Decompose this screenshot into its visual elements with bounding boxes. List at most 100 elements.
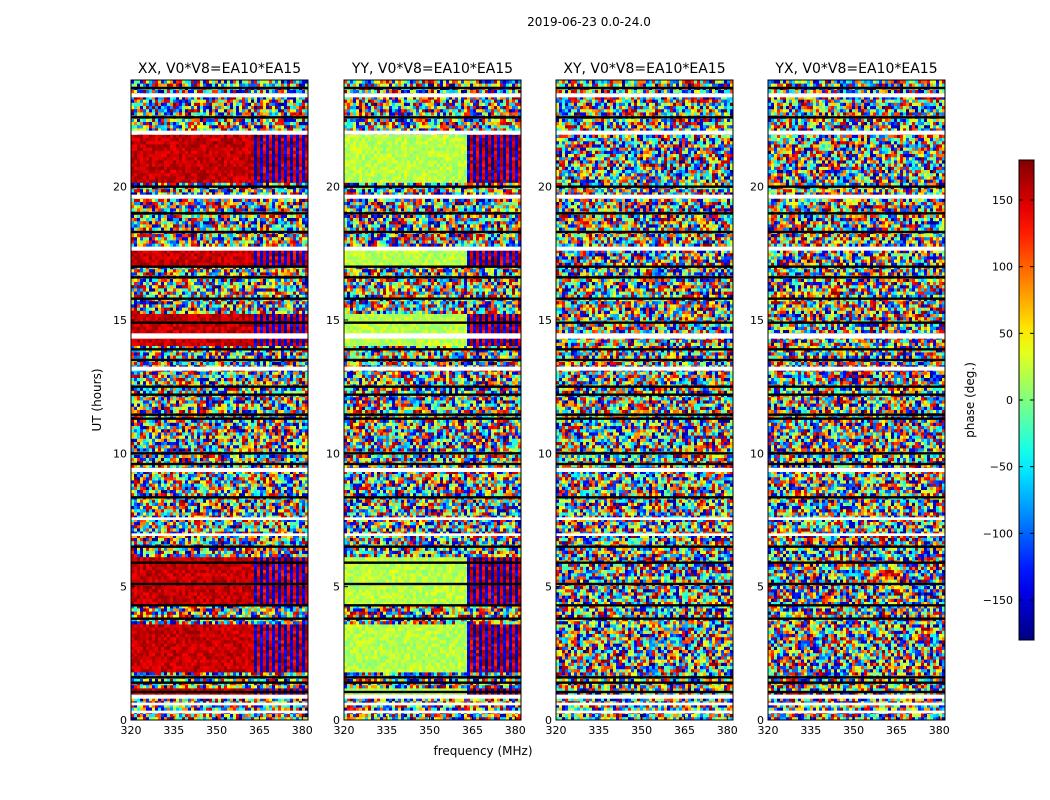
x-tick-label: 335	[800, 724, 821, 737]
panel-frame	[555, 79, 734, 721]
time-gap	[556, 533, 733, 536]
scan-boundary	[768, 681, 945, 684]
scan-boundary	[344, 413, 521, 416]
scan-boundary	[556, 681, 733, 684]
scan-boundary	[768, 86, 945, 90]
x-tick-label: 335	[588, 724, 609, 737]
colorbar-tick-label: 150	[992, 194, 1013, 207]
scan-boundary	[344, 212, 521, 215]
scan-boundary	[768, 545, 945, 548]
time-gap	[344, 194, 521, 199]
x-tick-label: 320	[121, 724, 142, 737]
time-gap	[131, 93, 308, 98]
scan-boundary	[344, 265, 521, 268]
time-gap	[556, 710, 733, 714]
time-gap	[556, 333, 733, 339]
scan-boundary	[768, 385, 945, 388]
time-gap	[344, 702, 521, 706]
scan-boundary	[768, 265, 945, 268]
scan-boundary	[131, 582, 308, 586]
scan-boundary	[131, 617, 308, 620]
panel-title: YX, V0*V8=EA10*EA15	[774, 61, 937, 77]
y-tick-label: 10	[113, 447, 127, 460]
scan-boundary	[768, 617, 945, 620]
scan-boundary	[344, 321, 521, 324]
scan-boundary	[768, 604, 945, 607]
scan-boundary	[131, 604, 308, 607]
scan-boundary	[556, 417, 733, 420]
time-gap	[344, 517, 521, 520]
scan-boundary	[344, 452, 521, 455]
time-gap	[131, 130, 308, 135]
scan-boundary	[556, 358, 733, 362]
scan-boundary	[131, 393, 308, 396]
x-tick-label: 335	[163, 724, 184, 737]
scan-boundary	[344, 358, 521, 362]
y-tick-label: 20	[113, 181, 127, 194]
scan-boundary	[556, 385, 733, 388]
scan-boundary	[556, 86, 733, 90]
scan-boundary	[768, 116, 945, 119]
scan-boundary	[344, 676, 521, 679]
time-gap	[131, 517, 308, 520]
scan-boundary	[768, 561, 945, 564]
x-tick-label: 365	[674, 724, 695, 737]
scan-boundary	[768, 393, 945, 396]
scan-boundary	[768, 276, 945, 279]
scan-boundary	[556, 185, 733, 188]
y-tick-label: 5	[545, 581, 552, 594]
y-tick-label: 0	[545, 714, 552, 727]
time-gap	[556, 468, 733, 472]
scan-boundary	[131, 496, 308, 499]
scan-boundary	[768, 690, 945, 694]
time-gap	[344, 366, 521, 371]
time-gap	[344, 710, 521, 714]
scan-boundary	[556, 413, 733, 416]
scan-boundary	[556, 393, 733, 396]
y-tick-label: 5	[757, 581, 764, 594]
scan-boundary	[768, 321, 945, 324]
scan-boundary	[344, 417, 521, 420]
scan-boundary	[131, 676, 308, 679]
colorbar-tick-label: 0	[1006, 394, 1013, 407]
scan-boundary	[131, 545, 308, 548]
scan-boundary	[556, 452, 733, 455]
x-tick-label: 365	[462, 724, 483, 737]
time-gap	[556, 130, 733, 135]
scan-boundary	[131, 276, 308, 279]
scan-boundary	[344, 690, 521, 694]
scan-boundary	[344, 617, 521, 620]
scan-boundary	[556, 496, 733, 499]
scan-boundary	[344, 681, 521, 684]
time-gap	[556, 246, 733, 251]
scan-boundary	[344, 276, 521, 279]
time-gap	[768, 246, 945, 251]
scan-boundary	[556, 348, 733, 351]
scan-boundary	[344, 604, 521, 607]
time-gap	[556, 366, 733, 371]
suptitle: 2019-06-23 0.0-24.0	[527, 15, 651, 29]
time-gap	[768, 194, 945, 199]
phase-heatmap	[768, 80, 945, 720]
scan-boundary	[131, 116, 308, 119]
y-tick-label: 20	[538, 181, 552, 194]
scan-boundary	[131, 690, 308, 694]
scan-boundary	[768, 413, 945, 416]
scan-boundary	[131, 452, 308, 455]
scan-boundary	[131, 86, 308, 90]
panel-title: XY, V0*V8=EA10*EA15	[563, 61, 725, 77]
scan-boundary	[131, 462, 308, 466]
time-gap	[131, 246, 308, 251]
time-gap	[768, 533, 945, 536]
time-gap	[556, 702, 733, 706]
scan-boundary	[344, 86, 521, 90]
time-gap	[768, 333, 945, 339]
scan-boundary	[556, 617, 733, 620]
x-axis-label: frequency (MHz)	[433, 744, 532, 758]
scan-boundary	[131, 413, 308, 416]
colorbar-tick-label: −100	[983, 527, 1013, 540]
y-tick-label: 20	[326, 181, 340, 194]
y-tick-label: 10	[538, 447, 552, 460]
y-tick-label: 0	[333, 714, 340, 727]
